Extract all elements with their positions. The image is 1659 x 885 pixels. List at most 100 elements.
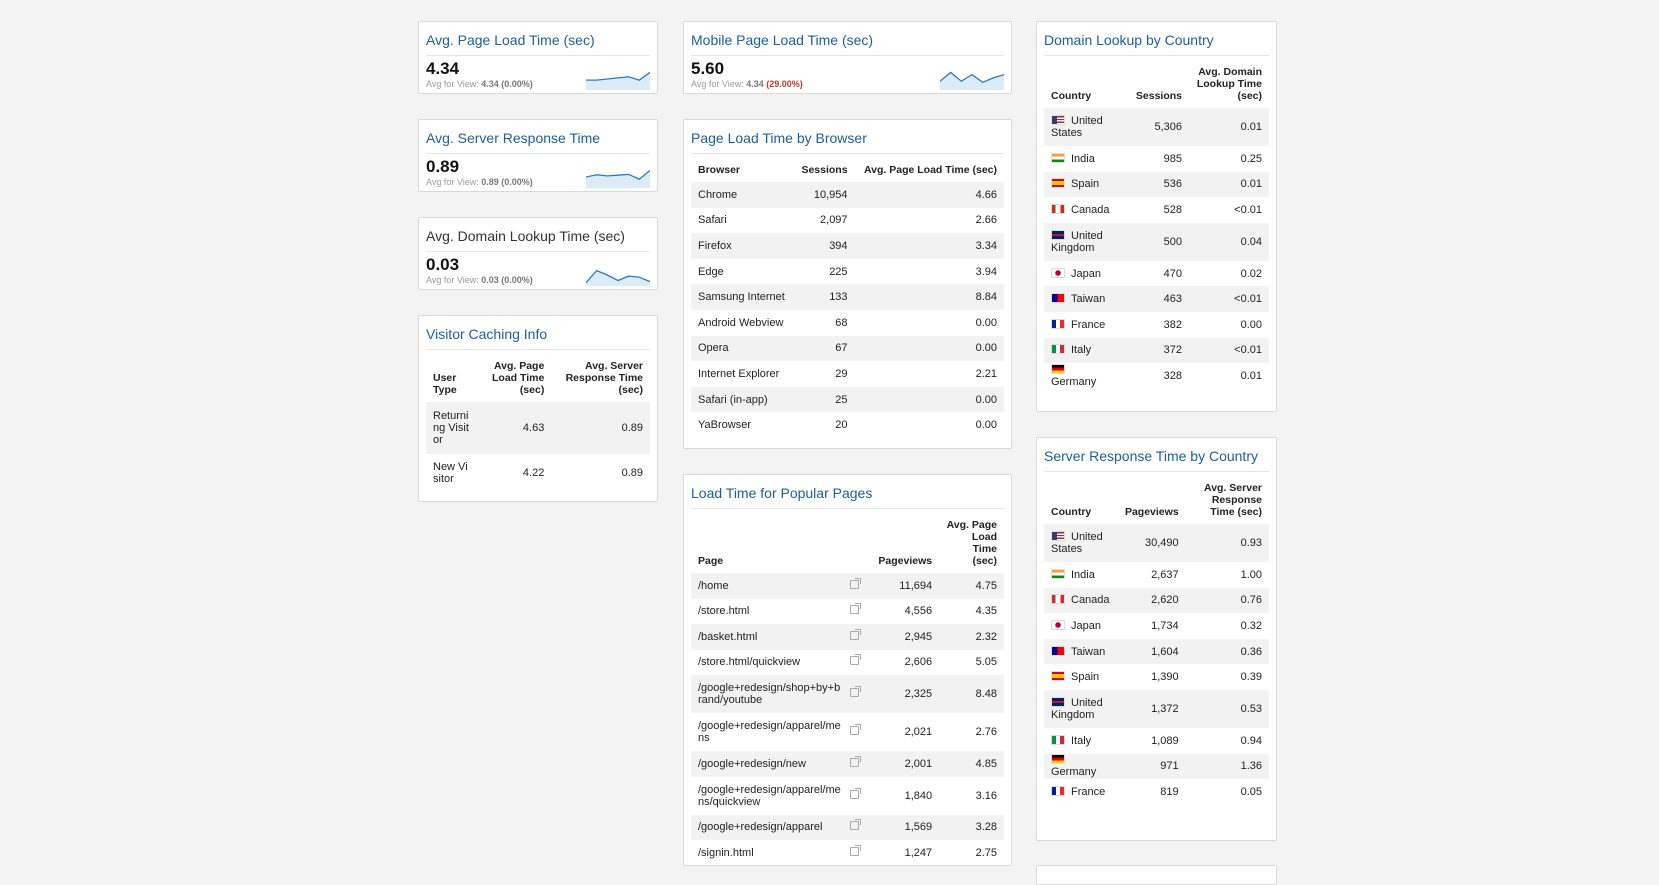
page-link[interactable]: /google+redesign/shop+by+brand/youtube (691, 675, 848, 713)
external-link-icon[interactable] (849, 628, 861, 640)
external-link-icon[interactable] (849, 819, 861, 831)
count-cell: 500 (1120, 222, 1189, 261)
table-row: Germany 328 0.01 (1044, 363, 1269, 389)
sessions-cell: 394 (793, 233, 855, 259)
widget-title: Server Response Time by Country (1044, 448, 1269, 472)
time-cell: 0.39 (1240, 671, 1262, 684)
external-link-icon[interactable] (849, 577, 861, 589)
sparkline-area (586, 170, 650, 188)
column-header: Country (1051, 90, 1092, 102)
table-row: /home 11,694 4.75 (691, 573, 1004, 599)
table-row: Android Webview 68 0.00 (691, 310, 1004, 336)
table-row: YaBrowser 20 0.00 (691, 412, 1004, 438)
country-cell: India (1044, 146, 1120, 172)
table-row: India 985 0.25 (1044, 146, 1269, 172)
table-row: Taiwan 1,604 0.36 (1044, 638, 1269, 665)
country-name: France (1071, 785, 1106, 798)
country-cell: Canada (1044, 197, 1120, 223)
country-name: Japan (1071, 267, 1101, 280)
count-cell: 1,734 (1151, 619, 1179, 632)
metric-subtext: Avg for View: 0.03 (0.00%) (426, 275, 533, 285)
sessions-cell: 2,097 (820, 214, 848, 227)
country-name: Spain (1071, 178, 1100, 191)
table-row: /google+redesign/shop+by+brand/youtube 2,… (691, 675, 1004, 713)
count-cell: 1,390 (1151, 671, 1179, 684)
country-cell: Italy (1044, 337, 1120, 364)
time-cell: 0.05 (1240, 785, 1262, 798)
page-link[interactable]: /store.html (698, 605, 750, 618)
country-cell: France (1044, 312, 1120, 338)
table-row: /google+redesign/apparel/mens/quickview 1… (691, 777, 1004, 815)
page-link[interactable]: /basket.html (691, 624, 848, 650)
sparkline (586, 71, 650, 90)
table-row: France 819 0.05 (1044, 779, 1269, 805)
country-cell: France (1044, 779, 1118, 805)
flag-in-icon (1051, 568, 1065, 579)
sessions-cell: 225 (829, 265, 848, 278)
page-link[interactable]: /google+redesign/apparel/mens/quickview (698, 783, 841, 808)
sessions-cell: 67 (793, 335, 855, 362)
sessions-cell: 29 (835, 367, 848, 380)
page-link[interactable]: /google+redesign/apparel/mens (698, 720, 841, 744)
time-cell: 0.02 (1240, 267, 1262, 280)
load-time-cell: 4.85 (939, 751, 1004, 777)
browser-name-cell: Android Webview (698, 316, 784, 329)
country-name: India (1071, 152, 1095, 165)
page-link[interactable]: /signin.html (698, 846, 754, 859)
user-type-cell: New Visitor (433, 461, 468, 485)
table-row: Edge 225 3.94 (691, 259, 1004, 285)
table-row: /store.html/quickview 2,606 5.05 (691, 650, 1004, 676)
time-cell: 0.01 (1240, 369, 1262, 382)
load-time-cell: 2.76 (975, 726, 997, 738)
metric-subtext: Avg for View: 0.89 (0.00%) (426, 177, 533, 187)
country-cell: Canada (1044, 587, 1118, 614)
browser-name-cell: Chrome (691, 182, 794, 208)
page-link[interactable]: /store.html/quickview (698, 656, 801, 669)
time-cell: 0.36 (1185, 638, 1269, 665)
sparkline-area (586, 72, 650, 90)
external-link-icon[interactable] (849, 654, 861, 666)
flag-uk-icon (1051, 696, 1065, 707)
page-link[interactable]: /google+redesign/new (691, 751, 848, 777)
column-header: Sessions (1135, 90, 1182, 102)
time-cell: 1.00 (1240, 568, 1262, 581)
external-link-icon[interactable] (849, 844, 861, 856)
metric-value: 0.03 (426, 255, 460, 274)
country-cell: Taiwan (1044, 286, 1120, 312)
column-header: Country (1051, 506, 1092, 518)
load-time-cell: 4.35 (975, 605, 997, 618)
flag-us-icon (1051, 115, 1065, 125)
flag-es-icon (1051, 178, 1065, 189)
table-row: Italy 1,089 0.94 (1044, 728, 1269, 754)
external-link-icon[interactable] (849, 603, 861, 615)
flag-de-icon (1051, 754, 1065, 765)
time-cell: 1.36 (1185, 753, 1269, 780)
widget-avg-page-load-time: Avg. Page Load Time (sec) 4.34 Avg for V… (418, 21, 658, 94)
page-link[interactable]: /google+redesign/apparel (691, 814, 848, 840)
sessions-cell: 10,954 (793, 182, 855, 208)
load-time-cell: 0.00 (975, 316, 997, 329)
widget-visitor-caching-info: Visitor Caching Info User Type Avg. Page… (418, 315, 658, 502)
load-time-cell: 2.32 (939, 624, 1004, 650)
user-type-cell: Returning Visitor (426, 402, 480, 454)
widget-title: Mobile Page Load Time (sec) (691, 32, 1004, 56)
external-link-icon[interactable] (849, 686, 861, 697)
server-table: Country Pageviews Avg. Server Response T… (1044, 478, 1269, 805)
page-link[interactable]: /home (691, 573, 848, 599)
time-cell: 0.53 (1185, 689, 1269, 728)
count-cell: 819 (1160, 785, 1179, 798)
table-row: Opera 67 0.00 (691, 335, 1004, 362)
pageviews-cell: 1,247 (904, 846, 933, 859)
column-header: Sessions (801, 164, 848, 176)
pageviews-cell: 1,569 (871, 814, 940, 840)
external-link-icon[interactable] (849, 787, 861, 799)
flag-ca-icon (1051, 203, 1065, 214)
external-link-icon[interactable] (849, 755, 861, 767)
flag-in-icon (1051, 152, 1065, 163)
flag-it-icon (1051, 734, 1065, 745)
metric-subtext: Avg for View: 4.34 (29.00%) (691, 79, 803, 89)
flag-tw-icon (1051, 293, 1065, 304)
browser-name-cell: YaBrowser (698, 419, 751, 432)
country-name: United States (1051, 115, 1103, 139)
external-link-icon[interactable] (849, 724, 861, 735)
